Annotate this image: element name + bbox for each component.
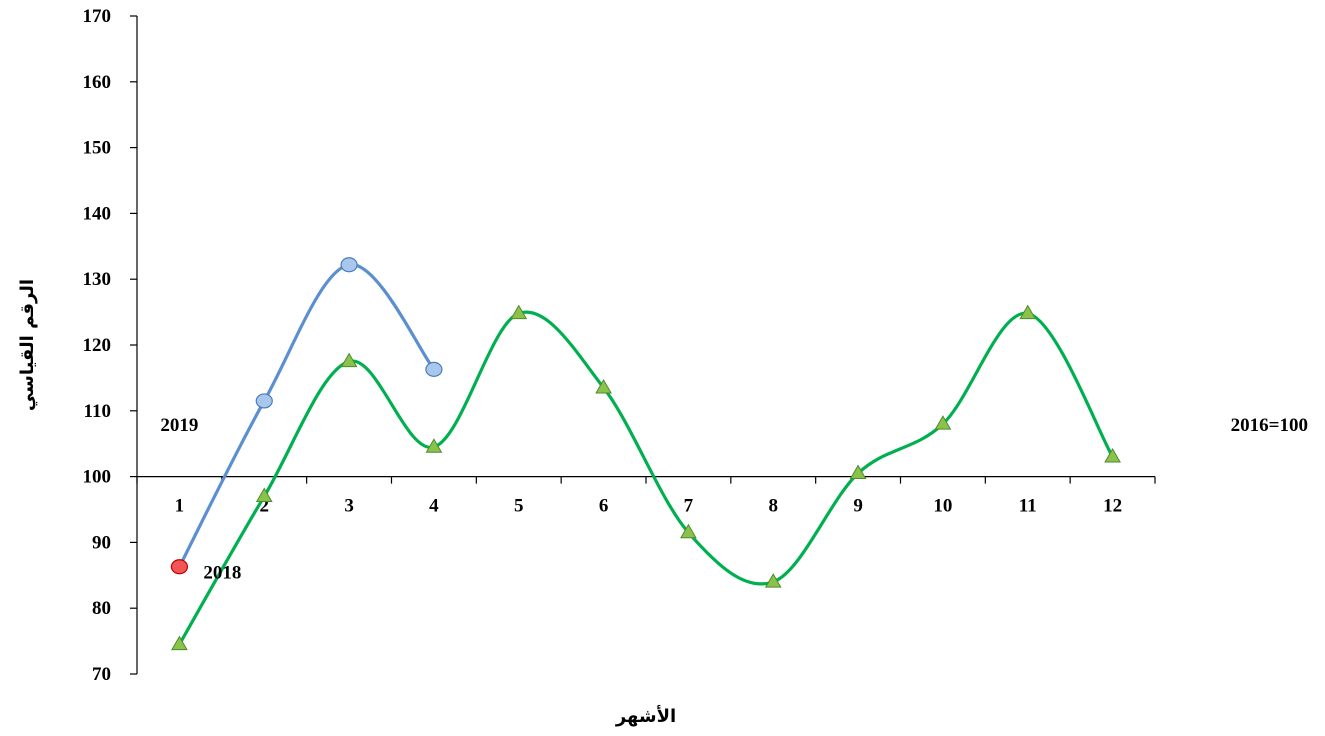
y-tick-label: 80	[92, 598, 111, 619]
data-point	[595, 378, 612, 394]
x-tick-label: 8	[769, 496, 779, 517]
data-point	[255, 393, 273, 409]
x-tick-label: 2	[260, 496, 270, 517]
annotations: 2019 2018 2016=100	[160, 415, 1308, 584]
data-point	[255, 487, 273, 503]
series-label-2019: 2019	[160, 415, 198, 436]
data-point	[425, 438, 443, 453]
data-point	[170, 559, 189, 575]
data-point	[171, 635, 188, 651]
x-tick-label: 10	[933, 496, 952, 517]
x-tick-label: 7	[684, 496, 694, 517]
data-point	[425, 361, 443, 377]
series-2019	[170, 257, 443, 575]
x-tick-label: 12	[1103, 496, 1122, 517]
x-axis: 1 2 3 4 5 6 7 8 9 10 11 12	[136, 476, 1156, 517]
x-tick-label: 6	[599, 496, 609, 517]
series-group	[170, 257, 1121, 651]
y-tick-label: 170	[83, 6, 112, 27]
data-point	[1019, 304, 1037, 320]
y-tick-label: 70	[92, 664, 111, 685]
series-label-2018: 2018	[203, 563, 241, 584]
y-tick-label: 160	[83, 72, 112, 93]
data-point	[934, 415, 952, 430]
x-axis-title: الأشهر	[615, 705, 676, 727]
data-point	[340, 257, 358, 273]
y-axis-title: الرقم القياسي	[17, 279, 38, 411]
x-tick-label: 3	[344, 496, 354, 517]
x-tick-label: 11	[1019, 496, 1037, 517]
data-point	[1104, 448, 1121, 463]
series-2018	[171, 304, 1121, 651]
y-axis: 70 80 90 100 110 120 130 140 150 160 170	[83, 6, 138, 685]
y-tick-label: 110	[84, 401, 111, 422]
y-tick-label: 140	[83, 203, 112, 224]
data-point	[340, 352, 358, 368]
data-point	[510, 304, 528, 320]
series-line-2018	[178, 310, 1114, 646]
y-tick-label: 150	[83, 138, 112, 159]
x-tick-label: 1	[175, 496, 185, 517]
series-line-2019	[177, 263, 436, 568]
data-point	[764, 573, 782, 588]
base-year-label: 2016=100	[1231, 415, 1308, 436]
y-tick-label: 120	[83, 335, 112, 356]
x-tick-label: 5	[514, 496, 524, 517]
x-tick-label: 4	[429, 496, 439, 517]
x-tick-label: 9	[853, 496, 863, 517]
data-point	[849, 464, 867, 480]
data-point	[680, 523, 697, 539]
y-tick-label: 90	[92, 532, 111, 553]
y-tick-label: 100	[83, 467, 112, 488]
y-tick-label: 130	[83, 269, 112, 290]
